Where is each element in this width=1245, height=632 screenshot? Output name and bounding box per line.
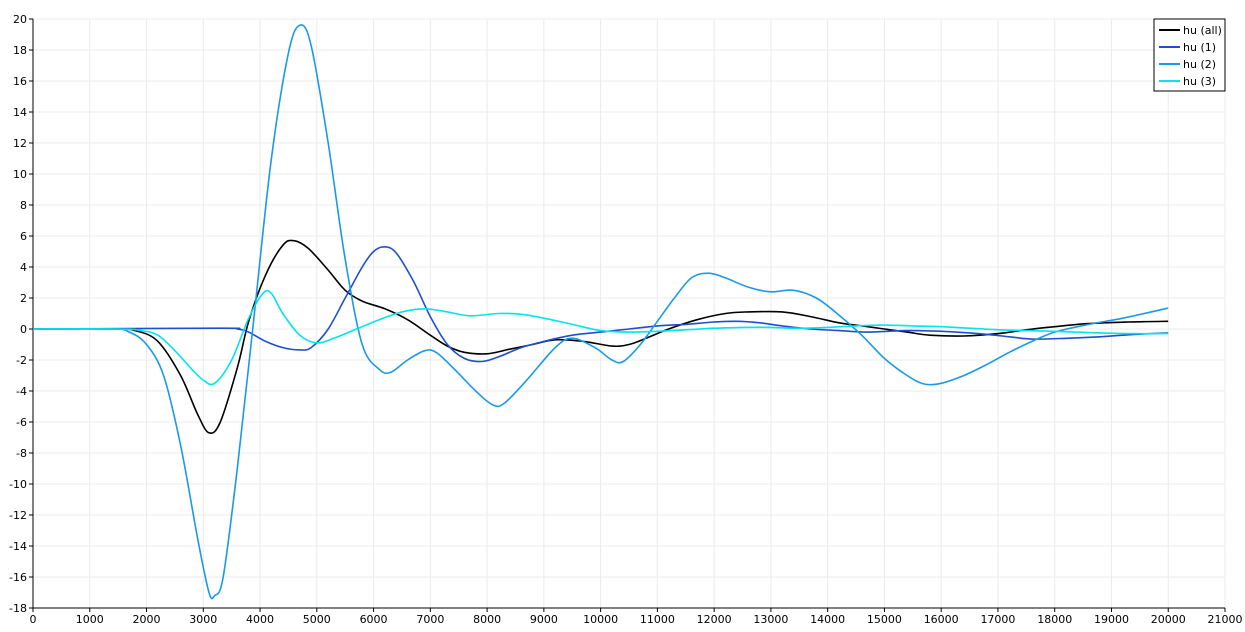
y-tick-label: 14 (13, 106, 27, 119)
y-tick-label: -10 (9, 478, 27, 491)
y-tick-label: 16 (13, 75, 27, 88)
y-tick-label: -6 (16, 416, 27, 429)
x-tick-label: 15000 (867, 613, 902, 626)
y-tick-label: -18 (9, 602, 27, 615)
x-tick-label: 10000 (583, 613, 618, 626)
y-tick-label: -12 (9, 509, 27, 522)
legend-label: hu (1) (1183, 41, 1216, 54)
grid (32, 18, 1226, 609)
x-tick-label: 13000 (753, 613, 788, 626)
x-tick-label: 1000 (76, 613, 104, 626)
y-tick-label: 0 (20, 323, 27, 336)
y-tick-label: -16 (9, 571, 27, 584)
series-line-2 (32, 24, 1169, 600)
x-tick-label: 2000 (133, 613, 161, 626)
x-tick-label: 19000 (1094, 613, 1129, 626)
x-tick-label: 11000 (640, 613, 675, 626)
y-tick-label: 4 (20, 261, 27, 274)
y-tick-label: -8 (16, 447, 27, 460)
x-tick-label: 7000 (416, 613, 444, 626)
series-line-1 (32, 245, 1169, 363)
series-line-3 (32, 289, 1169, 386)
x-tick-label: 8000 (473, 613, 501, 626)
y-tick-label: 12 (13, 137, 27, 150)
y-tick-label: 18 (13, 44, 27, 57)
y-tick-label: -4 (16, 385, 27, 398)
x-tick-label: 18000 (1037, 613, 1072, 626)
x-tick-label: 3000 (189, 613, 217, 626)
legend: hu (all) hu (1) hu (2) hu (3) (1153, 18, 1226, 92)
axes: 0 1000 2000 3000 4000 5000 6000 7000 8000 9000 100… (9, 13, 1242, 626)
y-tick-label: 6 (20, 230, 27, 243)
legend-label: hu (2) (1183, 58, 1216, 71)
x-tick-label: 20000 (1151, 613, 1186, 626)
x-tick-label: 0 (30, 613, 37, 626)
x-tick-label: 16000 (924, 613, 959, 626)
y-tick-label: 20 (13, 13, 27, 26)
x-tick-label: 5000 (303, 613, 331, 626)
series-lines (32, 24, 1169, 600)
y-tick-label: 10 (13, 168, 27, 181)
x-tick-label: 14000 (810, 613, 845, 626)
y-tick-label: -2 (16, 354, 27, 367)
x-tick-label: 4000 (246, 613, 274, 626)
x-tick-label: 9000 (530, 613, 558, 626)
x-tick-label: 6000 (360, 613, 388, 626)
series-line-0 (32, 239, 1169, 434)
legend-label: hu (all) (1183, 24, 1222, 37)
y-tick-label: -14 (9, 540, 27, 553)
x-tick-label: 17000 (980, 613, 1015, 626)
legend-label: hu (3) (1183, 75, 1216, 88)
x-tick-label: 12000 (697, 613, 732, 626)
x-tick-label: 21000 (1208, 613, 1243, 626)
y-tick-label: 8 (20, 199, 27, 212)
y-tick-label: 2 (20, 292, 27, 305)
